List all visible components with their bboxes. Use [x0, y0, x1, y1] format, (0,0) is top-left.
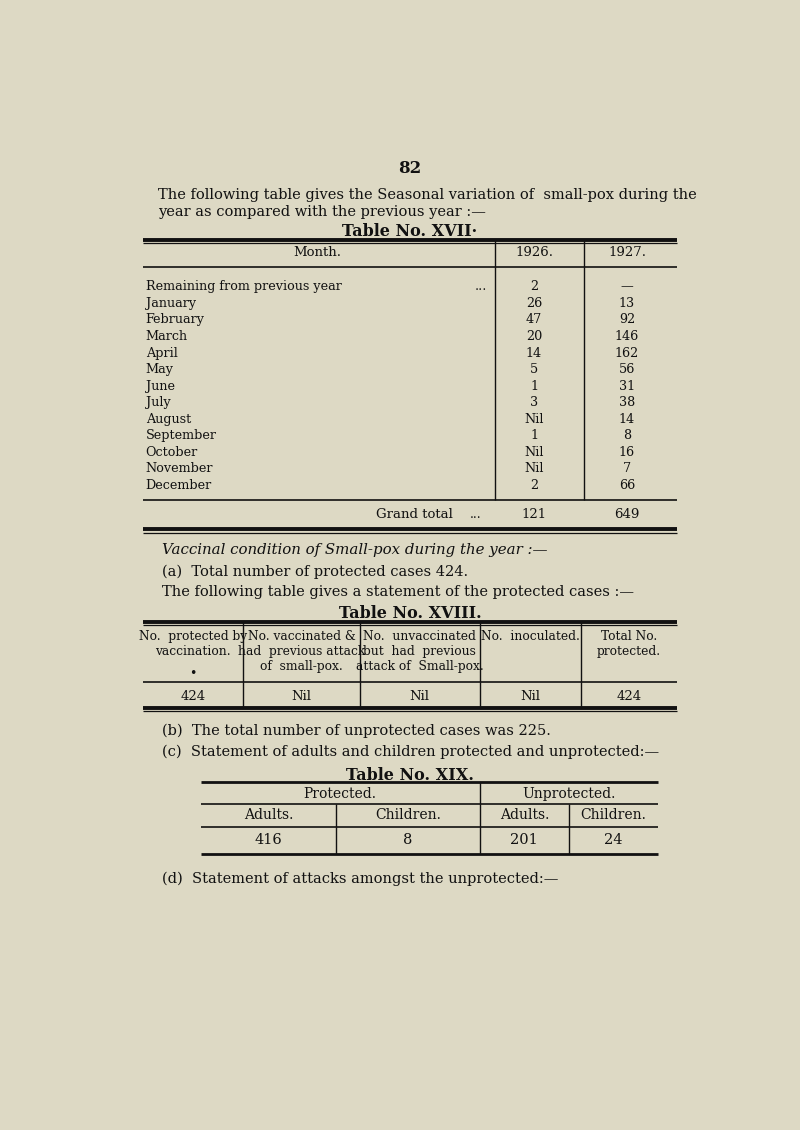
Text: (b)  The total number of unprotected cases was 225.: (b) The total number of unprotected case…	[162, 723, 551, 738]
Text: 26: 26	[526, 297, 542, 310]
Text: 24: 24	[604, 833, 622, 846]
Text: 7: 7	[623, 462, 631, 476]
Text: January: January	[146, 297, 196, 310]
Text: 1927.: 1927.	[608, 245, 646, 259]
Text: 38: 38	[619, 397, 635, 409]
Text: 5: 5	[530, 363, 538, 376]
Text: 649: 649	[614, 507, 640, 521]
Text: ...: ...	[470, 507, 482, 521]
Text: 1: 1	[530, 429, 538, 442]
Text: Table No. XVIII.: Table No. XVIII.	[338, 605, 482, 622]
Text: Nil: Nil	[520, 689, 540, 703]
Text: No.  inoculated.: No. inoculated.	[481, 629, 579, 643]
Text: Nil: Nil	[524, 462, 544, 476]
Text: 3: 3	[530, 397, 538, 409]
Text: 8: 8	[623, 429, 631, 442]
Text: Nil: Nil	[524, 412, 544, 426]
Text: Nil: Nil	[410, 689, 430, 703]
Text: Unprotected.: Unprotected.	[522, 786, 615, 801]
Text: Table No. XIX.: Table No. XIX.	[346, 766, 474, 783]
Text: 14: 14	[526, 347, 542, 359]
Text: November: November	[146, 462, 214, 476]
Text: Adults.: Adults.	[500, 808, 549, 823]
Text: August: August	[146, 412, 191, 426]
Text: 424: 424	[616, 689, 642, 703]
Text: ...: ...	[475, 280, 487, 294]
Text: Nil: Nil	[291, 689, 311, 703]
Text: Protected.: Protected.	[304, 786, 377, 801]
Text: February: February	[146, 313, 205, 327]
Text: 66: 66	[619, 479, 635, 492]
Text: Month.: Month.	[293, 245, 341, 259]
Text: year as compared with the previous year :—: year as compared with the previous year …	[158, 205, 486, 219]
Text: The following table gives the Seasonal variation of  small-pox during the: The following table gives the Seasonal v…	[158, 188, 697, 202]
Text: No.  unvaccinated
but  had  previous
attack of  Small-pox.: No. unvaccinated but had previous attack…	[356, 629, 483, 672]
Text: July: July	[146, 397, 170, 409]
Text: May: May	[146, 363, 174, 376]
Text: (d)  Statement of attacks amongst the unprotected:—: (d) Statement of attacks amongst the unp…	[162, 871, 558, 886]
Text: Table No. XVII·: Table No. XVII·	[342, 223, 478, 240]
Text: 47: 47	[526, 313, 542, 327]
Text: 20: 20	[526, 330, 542, 344]
Text: 162: 162	[615, 347, 639, 359]
Text: 14: 14	[619, 412, 635, 426]
Text: Remaining from previous year: Remaining from previous year	[146, 280, 342, 294]
Text: 121: 121	[522, 507, 546, 521]
Text: The following table gives a statement of the protected cases :—: The following table gives a statement of…	[162, 585, 634, 599]
Text: April: April	[146, 347, 178, 359]
Text: 92: 92	[619, 313, 635, 327]
Text: 416: 416	[254, 833, 282, 846]
Text: Children.: Children.	[581, 808, 646, 823]
Text: Vaccinal condition of Small-pox during the year :—: Vaccinal condition of Small-pox during t…	[162, 544, 547, 557]
Text: 31: 31	[619, 380, 635, 393]
Text: 56: 56	[619, 363, 635, 376]
Text: 2: 2	[530, 280, 538, 294]
Text: Adults.: Adults.	[244, 808, 294, 823]
Text: —: —	[621, 280, 634, 294]
Text: No.  protected by
vaccination.: No. protected by vaccination.	[139, 629, 247, 658]
Text: 13: 13	[619, 297, 635, 310]
Text: Children.: Children.	[375, 808, 441, 823]
Text: 424: 424	[181, 689, 206, 703]
Text: 82: 82	[398, 160, 422, 177]
Text: December: December	[146, 479, 212, 492]
Text: October: October	[146, 446, 198, 459]
Text: 1926.: 1926.	[515, 245, 553, 259]
Text: 1: 1	[530, 380, 538, 393]
Text: (c)  Statement of adults and children protected and unprotected:—: (c) Statement of adults and children pro…	[162, 745, 659, 759]
Text: 8: 8	[403, 833, 413, 846]
Text: 16: 16	[619, 446, 635, 459]
Text: (a)  Total number of protected cases 424.: (a) Total number of protected cases 424.	[162, 565, 468, 580]
Text: 2: 2	[530, 479, 538, 492]
Text: March: March	[146, 330, 188, 344]
Text: •: •	[190, 667, 197, 679]
Text: June: June	[146, 380, 174, 393]
Text: 201: 201	[510, 833, 538, 846]
Text: September: September	[146, 429, 217, 442]
Text: Total No.
protected.: Total No. protected.	[597, 629, 661, 658]
Text: Grand total: Grand total	[376, 507, 453, 521]
Text: Nil: Nil	[524, 446, 544, 459]
Text: 146: 146	[615, 330, 639, 344]
Text: No. vaccinated &
had  previous attack
of  small-pox.: No. vaccinated & had previous attack of …	[238, 629, 365, 672]
